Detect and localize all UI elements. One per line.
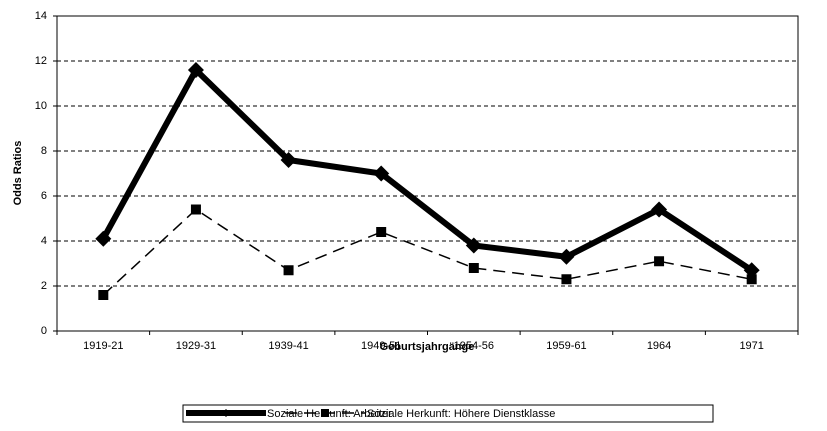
- data-point: [651, 201, 668, 218]
- x-tick-label: 1929-31: [176, 340, 216, 352]
- legend-marker: [222, 409, 230, 417]
- data-point: [746, 274, 757, 285]
- data-point: [280, 152, 297, 168]
- x-tick-label: 1964: [647, 340, 671, 352]
- x-tick-label: 1959-61: [546, 340, 586, 352]
- legend-label: Soziale Herkunft: Höhere Dienstklasse: [367, 408, 555, 420]
- x-tick-label: 1939-41: [268, 340, 308, 352]
- data-point: [654, 256, 665, 267]
- x-tick-label: 1971: [739, 340, 763, 352]
- data-point: [98, 290, 109, 300]
- data-point: [373, 165, 390, 182]
- y-tick-label: 12: [35, 55, 47, 67]
- data-point: [95, 230, 112, 247]
- y-tick-label: 10: [35, 100, 47, 112]
- x-axis-label: Geburtsjahrgänge: [380, 341, 475, 353]
- y-tick-label: 4: [41, 235, 47, 247]
- y-tick-label: 0: [41, 325, 47, 337]
- legend-label: Soziale Herkunft: Arbeiter: [267, 408, 392, 420]
- y-tick-label: 8: [41, 145, 47, 157]
- plot-frame: [56, 15, 799, 332]
- legend-box: [182, 404, 714, 423]
- data-point: [187, 62, 204, 78]
- data-point: [190, 204, 201, 215]
- x-tick-label: 1954-56: [454, 340, 494, 352]
- series-line: [102, 208, 752, 296]
- series-line: [100, 65, 754, 273]
- legend-marker: [321, 409, 329, 417]
- y-tick-label: 14: [35, 10, 47, 22]
- data-point: [465, 237, 482, 254]
- y-axis-label: Odds Ratios: [12, 141, 24, 206]
- data-point: [376, 227, 387, 237]
- data-point: [558, 248, 575, 265]
- data-point: [561, 274, 572, 285]
- data-point: [283, 265, 294, 276]
- data-point: [468, 263, 479, 273]
- x-tick-label: 1919-21: [83, 340, 123, 352]
- x-tick-label: 1949-51: [361, 340, 401, 352]
- y-tick-label: 2: [41, 280, 47, 292]
- y-tick-label: 6: [41, 190, 47, 202]
